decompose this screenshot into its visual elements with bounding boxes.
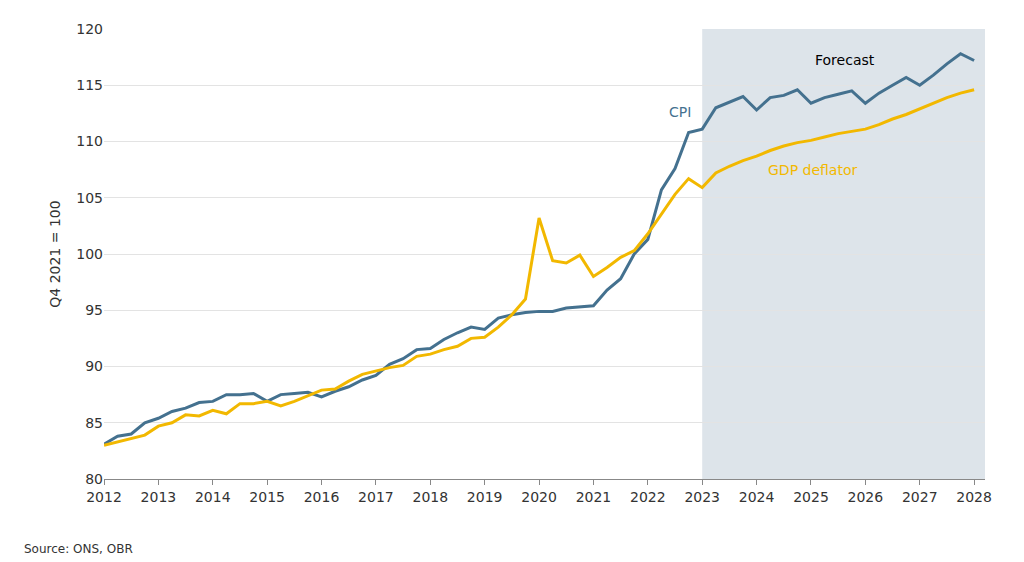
svg-text:110: 110 [76, 133, 103, 149]
svg-text:95: 95 [85, 302, 103, 318]
svg-text:120: 120 [76, 21, 103, 37]
svg-text:2016: 2016 [304, 489, 340, 505]
svg-text:100: 100 [76, 246, 103, 262]
svg-text:115: 115 [76, 77, 103, 93]
svg-text:90: 90 [85, 358, 103, 374]
svg-text:2019: 2019 [467, 489, 503, 505]
svg-text:2012: 2012 [86, 489, 122, 505]
svg-text:2026: 2026 [848, 489, 884, 505]
svg-text:CPI: CPI [669, 104, 691, 120]
svg-text:2020: 2020 [521, 489, 557, 505]
svg-text:2024: 2024 [739, 489, 775, 505]
svg-text:2027: 2027 [902, 489, 938, 505]
svg-text:2015: 2015 [249, 489, 285, 505]
svg-text:2018: 2018 [412, 489, 448, 505]
svg-text:85: 85 [85, 415, 103, 431]
svg-text:2014: 2014 [195, 489, 231, 505]
svg-text:105: 105 [76, 190, 103, 206]
svg-text:Q4 2021 = 100: Q4 2021 = 100 [47, 200, 63, 307]
svg-text:2017: 2017 [358, 489, 394, 505]
svg-text:2025: 2025 [793, 489, 829, 505]
svg-text:Forecast: Forecast [815, 52, 875, 68]
svg-text:2021: 2021 [576, 489, 612, 505]
svg-text:2023: 2023 [684, 489, 720, 505]
svg-text:80: 80 [85, 471, 103, 487]
svg-text:2028: 2028 [956, 489, 992, 505]
svg-text:Source: ONS, OBR: Source: ONS, OBR [24, 542, 133, 556]
svg-text:2013: 2013 [141, 489, 177, 505]
svg-text:GDP deflator: GDP deflator [768, 162, 857, 178]
svg-text:2022: 2022 [630, 489, 666, 505]
